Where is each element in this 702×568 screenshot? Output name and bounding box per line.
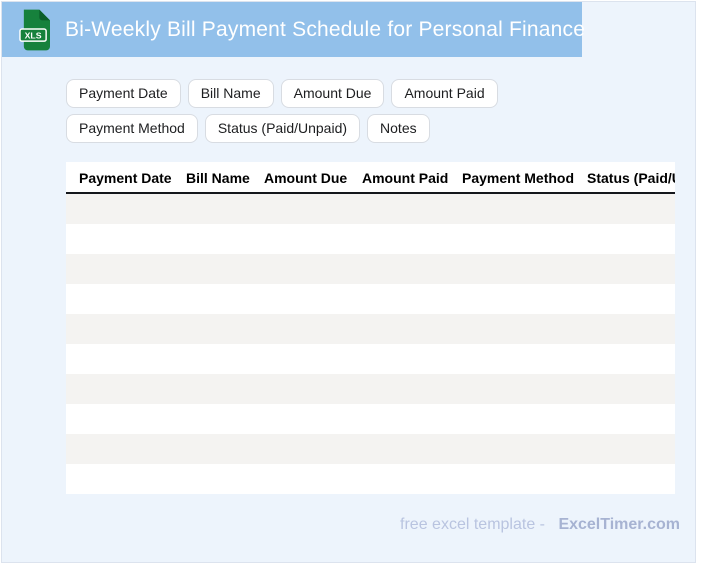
page-title: Bi-Weekly Bill Payment Schedule for Pers… bbox=[65, 17, 586, 41]
chip-notes[interactable]: Notes bbox=[367, 114, 430, 143]
column-header-bill-name: Bill Name bbox=[173, 162, 251, 194]
chip-status[interactable]: Status (Paid/Unpaid) bbox=[204, 114, 361, 143]
table-cell bbox=[173, 224, 251, 254]
table-row bbox=[66, 344, 675, 374]
title-bar: XLS Bi-Weekly Bill Payment Schedule for … bbox=[2, 2, 586, 57]
footer-caption: free excel template - bbox=[400, 516, 545, 533]
table-cell bbox=[66, 344, 173, 374]
chip-payment-date[interactable]: Payment Date bbox=[66, 79, 181, 108]
table-cell bbox=[251, 344, 349, 374]
table-cell bbox=[66, 254, 173, 284]
table-row bbox=[66, 193, 675, 224]
table-cell bbox=[66, 224, 173, 254]
table-cell bbox=[173, 434, 251, 464]
column-header-status: Status (Paid/Unpaid) bbox=[574, 162, 675, 194]
table-cell bbox=[251, 404, 349, 434]
schedule-table: Payment Date Bill Name Amount Due Amount… bbox=[66, 162, 675, 494]
table-cell bbox=[251, 374, 349, 404]
table-cell bbox=[349, 284, 449, 314]
chip-payment-method[interactable]: Payment Method bbox=[66, 114, 198, 143]
xls-file-icon: XLS bbox=[19, 9, 50, 51]
table-cell bbox=[449, 404, 574, 434]
table-cell bbox=[66, 464, 173, 494]
table-cell bbox=[173, 464, 251, 494]
table-cell bbox=[574, 464, 675, 494]
table-cell bbox=[173, 314, 251, 344]
table-row bbox=[66, 314, 675, 344]
table-cell bbox=[173, 404, 251, 434]
chip-bill-name[interactable]: Bill Name bbox=[187, 79, 274, 108]
table-cell bbox=[574, 404, 675, 434]
table-row bbox=[66, 464, 675, 494]
table-header-row: Payment Date Bill Name Amount Due Amount… bbox=[66, 162, 675, 194]
table-cell bbox=[251, 254, 349, 284]
table-cell bbox=[173, 344, 251, 374]
table-cell bbox=[66, 314, 173, 344]
column-chip-list: Payment Date Bill Name Amount Due Amount… bbox=[66, 79, 626, 143]
footer-brand-link[interactable]: ExcelTimer.com bbox=[558, 516, 680, 533]
column-header-amount-due: Amount Due bbox=[251, 162, 349, 194]
table-cell bbox=[449, 284, 574, 314]
table-cell bbox=[574, 284, 675, 314]
table-cell bbox=[349, 193, 449, 224]
table-cell bbox=[574, 374, 675, 404]
schedule-table-container: Payment Date Bill Name Amount Due Amount… bbox=[66, 162, 675, 494]
table-cell bbox=[66, 434, 173, 464]
table-cell bbox=[349, 254, 449, 284]
table-cell bbox=[574, 344, 675, 374]
table-row bbox=[66, 224, 675, 254]
table-cell bbox=[574, 434, 675, 464]
table-cell bbox=[66, 284, 173, 314]
table-row bbox=[66, 254, 675, 284]
table-cell bbox=[173, 374, 251, 404]
table-cell bbox=[66, 404, 173, 434]
table-cell bbox=[251, 434, 349, 464]
table-cell bbox=[349, 434, 449, 464]
chip-amount-paid[interactable]: Amount Paid bbox=[391, 79, 498, 108]
table-cell bbox=[173, 284, 251, 314]
table-cell bbox=[251, 224, 349, 254]
table-row bbox=[66, 284, 675, 314]
table-cell bbox=[449, 314, 574, 344]
table-cell bbox=[349, 344, 449, 374]
table-cell bbox=[449, 193, 574, 224]
table-cell bbox=[251, 464, 349, 494]
table-cell bbox=[251, 284, 349, 314]
table-cell bbox=[251, 193, 349, 224]
table-row bbox=[66, 374, 675, 404]
table-cell bbox=[574, 254, 675, 284]
table-row bbox=[66, 404, 675, 434]
table-cell bbox=[449, 344, 574, 374]
table-cell bbox=[574, 193, 675, 224]
table-cell bbox=[574, 314, 675, 344]
table-body bbox=[66, 193, 675, 494]
file-fold-corner bbox=[39, 9, 50, 20]
table-cell bbox=[574, 224, 675, 254]
table-cell bbox=[449, 224, 574, 254]
table-cell bbox=[449, 254, 574, 284]
table-cell bbox=[66, 374, 173, 404]
chip-amount-due[interactable]: Amount Due bbox=[280, 79, 385, 108]
table-cell bbox=[349, 224, 449, 254]
footer: free excel template - ExcelTimer.com bbox=[66, 516, 680, 534]
table-cell bbox=[349, 404, 449, 434]
xls-badge bbox=[19, 27, 47, 42]
column-header-amount-paid: Amount Paid bbox=[349, 162, 449, 194]
table-cell bbox=[173, 254, 251, 284]
column-header-payment-method: Payment Method bbox=[449, 162, 574, 194]
table-cell bbox=[349, 314, 449, 344]
table-cell bbox=[349, 374, 449, 404]
table-cell bbox=[173, 193, 251, 224]
page-card: XLS Bi-Weekly Bill Payment Schedule for … bbox=[1, 1, 696, 563]
column-header-payment-date: Payment Date bbox=[66, 162, 173, 194]
table-cell bbox=[349, 464, 449, 494]
table-cell bbox=[66, 193, 173, 224]
table-row bbox=[66, 434, 675, 464]
table-cell bbox=[449, 374, 574, 404]
table-cell bbox=[251, 314, 349, 344]
table-cell bbox=[449, 464, 574, 494]
table-cell bbox=[449, 434, 574, 464]
xls-badge-label: XLS bbox=[25, 30, 42, 40]
